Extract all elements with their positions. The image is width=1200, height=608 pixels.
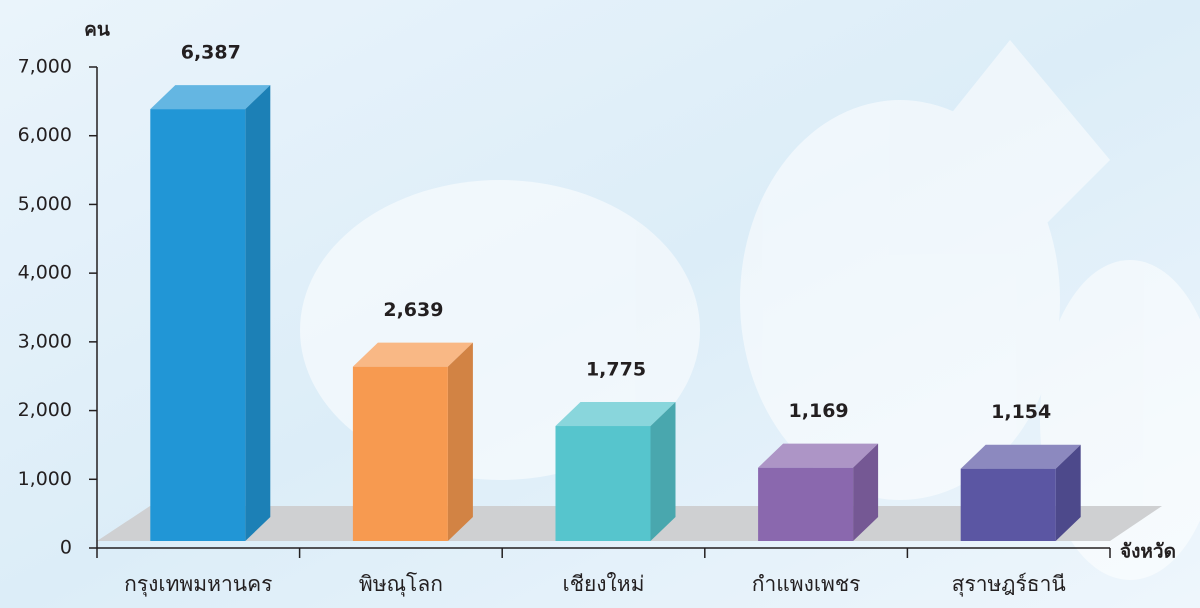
y-tick-label: 3,000 (18, 330, 72, 352)
value-label: 1,775 (586, 359, 646, 381)
y-tick-label: 2,000 (18, 399, 72, 421)
y-tick-label: 1,000 (18, 468, 72, 490)
x-tick-label: สุราษฎร์ธานี (952, 572, 1066, 597)
chart: คน จังหวัด 0 1,000 2,000 3,000 4,000 5,000 6,0… (0, 0, 1200, 608)
x-tick-label: เชียงใหม่ (563, 572, 645, 596)
x-tick-label: กำแพงเพชร (752, 572, 861, 596)
x-tick-label: กรุงเทพมหานคร (124, 572, 272, 597)
y-tick-label: 4,000 (18, 262, 72, 284)
y-axis-label: คน (84, 19, 110, 41)
value-label: 1,169 (789, 400, 849, 422)
bar (556, 426, 651, 541)
x-tick-label: พิษณุโลก (359, 572, 443, 597)
value-label: 1,154 (991, 401, 1051, 423)
bar-side (651, 402, 676, 541)
y-tick-label: 6,000 (18, 124, 72, 146)
y-tick-label: 0 (60, 537, 72, 559)
bar (150, 109, 245, 541)
x-axis-label: จังหวัด (1120, 541, 1176, 563)
bar-side (245, 85, 270, 541)
value-label: 6,387 (181, 42, 241, 64)
bar (758, 468, 853, 541)
value-label: 2,639 (383, 299, 443, 321)
y-tick-label: 7,000 (18, 56, 72, 78)
bar (961, 469, 1056, 541)
bar (353, 367, 448, 541)
y-tick-label: 5,000 (18, 193, 72, 215)
bar-side (448, 343, 473, 541)
